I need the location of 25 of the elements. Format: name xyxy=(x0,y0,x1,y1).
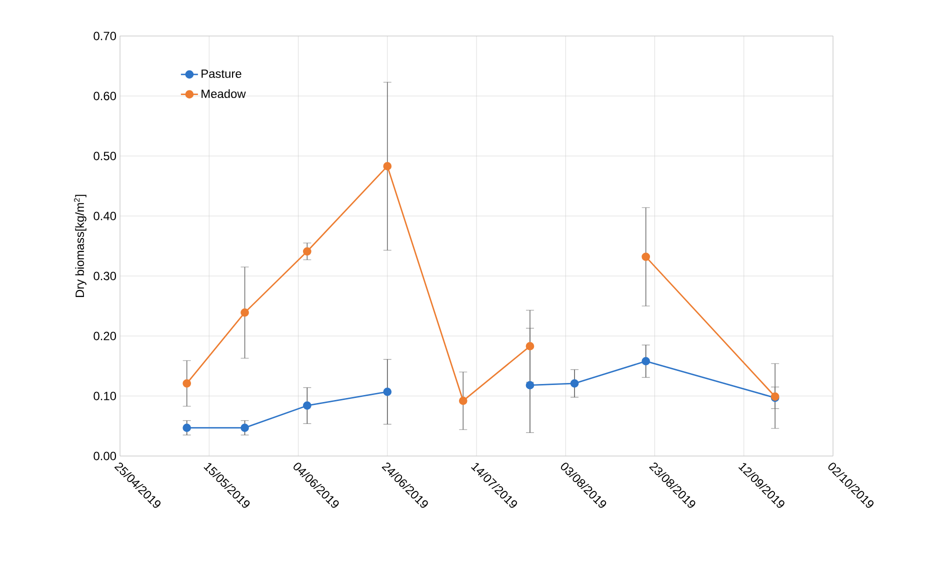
y-tick-label: 0.30 xyxy=(94,272,116,280)
y-tick-label: 0.10 xyxy=(94,392,116,400)
point xyxy=(240,424,249,432)
y-tick-label: 0.60 xyxy=(94,92,116,100)
y-tick-label: 0.40 xyxy=(94,212,116,220)
point xyxy=(526,342,534,350)
point xyxy=(642,357,650,366)
point xyxy=(526,381,534,390)
point xyxy=(182,424,192,432)
y-tick-label: 0.50 xyxy=(94,152,116,160)
y-tick-label: 0.00 xyxy=(94,452,116,460)
legend-label: Pasture xyxy=(202,70,242,78)
point xyxy=(240,308,249,317)
point xyxy=(302,401,312,410)
point xyxy=(383,162,392,170)
point xyxy=(182,379,192,388)
point xyxy=(458,396,468,405)
y-tick-label: 0.20 xyxy=(94,332,116,340)
y-axis-title: Dry biomass[kg/m$^{2}$] xyxy=(74,194,86,297)
y-tick-label: 0.70 xyxy=(94,32,116,40)
point xyxy=(570,379,579,388)
point xyxy=(302,247,312,256)
point xyxy=(383,388,392,396)
legend-label: Meadow xyxy=(202,89,246,98)
point xyxy=(642,252,650,261)
